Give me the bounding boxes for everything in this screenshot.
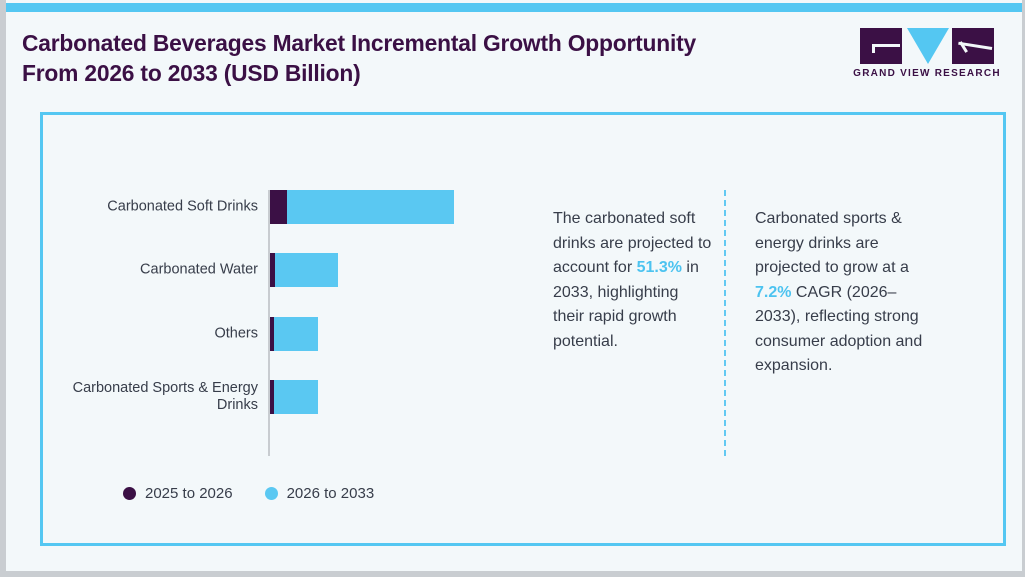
bar-category-label: Carbonated Sports & Energy Drinks bbox=[72, 380, 258, 413]
brand-logo: GRAND VIEW RESEARCH bbox=[852, 28, 1002, 86]
table-row: Carbonated Water bbox=[43, 253, 543, 287]
table-row: Others bbox=[43, 317, 543, 351]
bar-segment-2026-2033 bbox=[287, 190, 454, 224]
logo-r-icon bbox=[952, 28, 994, 64]
bar-category-label: Carbonated Soft Drinks bbox=[107, 198, 258, 215]
legend-color-dot bbox=[123, 487, 136, 500]
legend-color-dot bbox=[264, 487, 278, 500]
content-frame: Carbonated Soft Drinks Carbonated Water … bbox=[40, 112, 1006, 546]
bar-chart: Carbonated Soft Drinks Carbonated Water … bbox=[43, 115, 543, 549]
bar-track bbox=[270, 317, 318, 351]
bar-category-label: Carbonated Water bbox=[140, 261, 258, 278]
bar-segment-2026-2033 bbox=[274, 317, 318, 351]
bar-segment-2026-2033 bbox=[274, 380, 318, 414]
bar-segment-2025-2026 bbox=[270, 190, 287, 224]
logo-v-icon bbox=[907, 28, 949, 64]
header: Carbonated Beverages Market Incremental … bbox=[6, 14, 1022, 106]
bar-track bbox=[270, 190, 454, 224]
chart-axis-line bbox=[268, 190, 270, 456]
callout-text-post: CAGR (2026–2033), reflecting strong cons… bbox=[755, 283, 923, 375]
bar-track bbox=[270, 380, 318, 414]
callout-soft-drinks: The carbonated soft drinks are projected… bbox=[553, 207, 713, 354]
page-title: Carbonated Beverages Market Incremental … bbox=[22, 30, 697, 86]
callout-text-post: in 2033, highlighting their rapid growth… bbox=[553, 259, 699, 350]
bar-track bbox=[270, 253, 338, 287]
bar-category-label: Others bbox=[214, 325, 258, 342]
callout-highlight-value: 7.2% bbox=[755, 283, 792, 301]
legend-item-label: 2026 to 2033 bbox=[286, 485, 375, 502]
logo-g-icon bbox=[860, 28, 902, 64]
bar-segment-2025-2026 bbox=[270, 380, 274, 414]
callout-text-pre: The carbonated soft drinks are projected… bbox=[553, 210, 712, 276]
callout-divider bbox=[724, 190, 726, 456]
logo-brand-text: GRAND VIEW RESEARCH bbox=[853, 68, 1001, 79]
table-row: Carbonated Soft Drinks bbox=[43, 190, 543, 224]
chart-legend: 2025 to 2026 2026 to 2033 bbox=[123, 485, 374, 502]
callout-sports-energy: Carbonated sports & energy drinks are pr… bbox=[755, 207, 940, 379]
legend-item-label: 2025 to 2026 bbox=[145, 485, 233, 502]
legend-item-2025-2026: 2025 to 2026 bbox=[123, 485, 233, 502]
callout-text-pre: Carbonated sports & energy drinks are pr… bbox=[755, 210, 909, 276]
bar-segment-2025-2026 bbox=[270, 317, 274, 351]
infographic-canvas: Carbonated Beverages Market Incremental … bbox=[6, 0, 1022, 571]
callout-highlight-value: 51.3% bbox=[636, 259, 682, 276]
bar-segment-2025-2026 bbox=[270, 253, 275, 287]
table-row: Carbonated Sports & Energy Drinks bbox=[43, 380, 543, 414]
logo-marks bbox=[852, 28, 1002, 64]
bar-segment-2026-2033 bbox=[275, 253, 338, 287]
legend-item-2026-2033: 2026 to 2033 bbox=[264, 485, 375, 502]
top-accent-bar bbox=[6, 3, 1022, 12]
